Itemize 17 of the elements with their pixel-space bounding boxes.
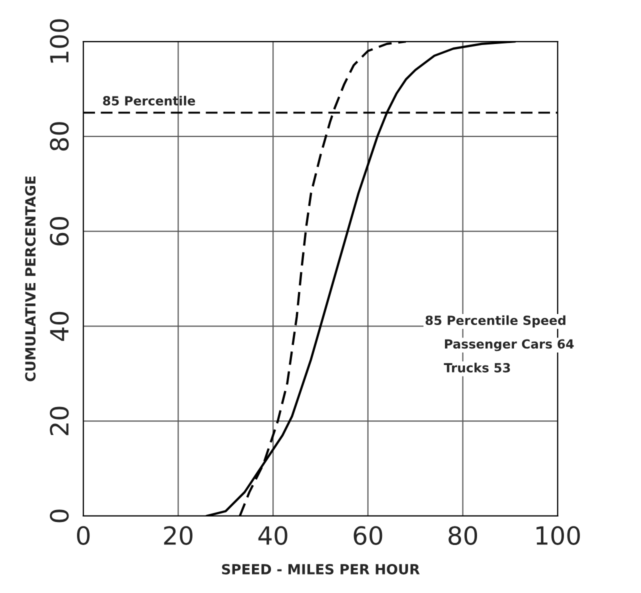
x-tick-label: 40 <box>258 526 288 545</box>
y-tick-label: 40 <box>50 312 69 341</box>
y-tick-label: 80 <box>50 122 69 151</box>
x-tick-label: 80 <box>448 526 478 545</box>
annotation: Passenger Cars 64 <box>444 339 574 352</box>
annotation: 85 Percentile Speed <box>426 315 566 328</box>
y-tick-label: 100 <box>50 19 69 63</box>
x-tick-label: 20 <box>164 526 192 545</box>
annotation: Trucks 53 <box>444 362 510 372</box>
y-tick-label: 0 <box>50 510 69 522</box>
x-tick-label: 100 <box>536 526 580 545</box>
y-axis-title: CUMULATIVE PERCENTAGE <box>25 176 36 382</box>
x-tick-label: 0 <box>77 526 90 545</box>
x-tick-label: 60 <box>354 526 382 545</box>
x-axis-title: SPEED - MILES PER HOUR <box>222 564 420 574</box>
y-tick-label: 60 <box>50 217 69 246</box>
y-tick-label: 20 <box>50 406 69 436</box>
